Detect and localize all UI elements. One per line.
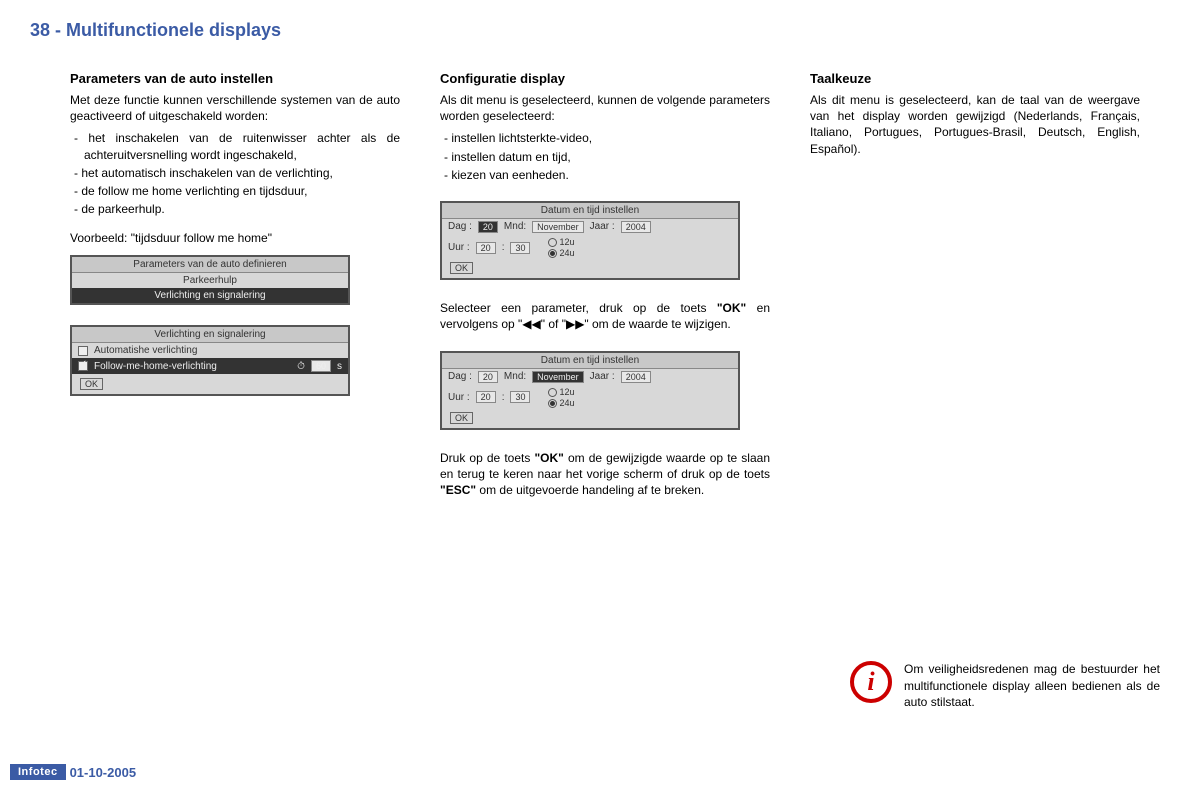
radio-12u-icon	[548, 238, 557, 247]
instr-ok-bold: "OK"	[717, 301, 746, 315]
radio-24u-icon	[548, 249, 557, 258]
uur-h: 20	[476, 391, 496, 403]
col1-intro: Met deze functie kunnen verschillende sy…	[70, 92, 400, 124]
footer-date: 01-10-2005	[70, 765, 137, 780]
mnd-label: Mnd:	[504, 221, 526, 232]
column-configuratie: Configuratie display Als dit menu is ges…	[440, 71, 770, 516]
list-item: het automatisch inschakelen van de verli…	[70, 165, 400, 181]
time-format-radios: 12u 24u	[548, 387, 574, 408]
page-title: 38 - Multifunctionele displays	[30, 20, 1170, 41]
radio-12u-label: 12u	[559, 387, 574, 397]
jaar-label: Jaar :	[590, 371, 615, 382]
radio-24u-label: 24u	[559, 398, 574, 408]
instruction-2: Druk op de toets "OK" om de gewijzigde w…	[440, 450, 770, 499]
radio-12u-label: 12u	[559, 237, 574, 247]
instruction-1: Selecteer een parameter, druk op de toet…	[440, 300, 770, 332]
lcd-title: Verlichting en signalering	[72, 327, 348, 343]
footer: Infotec 01-10-2005	[10, 764, 136, 780]
page-number: 38	[30, 20, 50, 40]
safety-text: Om veiligheidsredenen mag de bestuurder …	[904, 661, 1160, 710]
list-item: instellen lichtsterkte-video,	[440, 130, 770, 146]
lcd-row-verlichting-selected: Verlichting en signalering	[72, 288, 348, 303]
mnd-label: Mnd:	[504, 371, 526, 382]
list-item: kiezen van eenheden.	[440, 167, 770, 183]
jaar-value: 2004	[621, 221, 651, 233]
lcd-option-label: Follow-me-home-verlichting	[94, 361, 291, 372]
checkbox-checked-icon	[78, 361, 88, 371]
col1-list: het inschakelen van de ruitenwisser acht…	[70, 130, 400, 217]
lcd-date-row: Dag : 20 Mnd: November Jaar : 2004	[442, 219, 738, 235]
column-taalkeuze: Taalkeuze Als dit menu is geselecteerd, …	[810, 71, 1140, 516]
time-unit: s	[337, 361, 342, 372]
col3-text: Als dit menu is geselecteerd, kan de taa…	[810, 92, 1140, 157]
list-item: de parkeerhulp.	[70, 201, 400, 217]
col1-heading: Parameters van de auto instellen	[70, 71, 400, 86]
column-parameters: Parameters van de auto instellen Met dez…	[70, 71, 400, 516]
infotec-badge: Infotec	[10, 764, 66, 780]
clock-icon: ⏱	[297, 361, 305, 372]
lcd-time-row: Uur : 20:30 12u 24u	[442, 235, 738, 260]
col2-heading: Configuratie display	[440, 71, 770, 86]
lcd-datum-tijd-2: Datum en tijd instellen Dag : 20 Mnd: No…	[440, 351, 740, 430]
lcd-ok-row: OK	[72, 374, 348, 394]
uur-label: Uur :	[448, 392, 470, 403]
dag-value-selected: 20	[478, 221, 498, 233]
lcd-title: Datum en tijd instellen	[442, 203, 738, 219]
info-icon-letter: i	[867, 667, 874, 697]
list-item: instellen datum en tijd,	[440, 149, 770, 165]
instr-text: Druk op de toets	[440, 451, 534, 465]
example-label: Voorbeeld: "tijdsduur follow me home"	[70, 231, 400, 245]
content-columns: Parameters van de auto instellen Met dez…	[30, 71, 1170, 516]
instr-ok-bold: "OK"	[534, 451, 563, 465]
list-item: de follow me home verlichting en tijdsdu…	[70, 183, 400, 199]
col3-heading: Taalkeuze	[810, 71, 1140, 86]
instr-text: Selecteer een parameter, druk op de toet…	[440, 301, 717, 315]
col2-list: instellen lichtsterkte-video, instellen …	[440, 130, 770, 183]
mnd-value: November	[532, 221, 584, 233]
instr-esc-bold: "ESC"	[440, 483, 476, 497]
dag-label: Dag :	[448, 221, 472, 232]
radio-12u-icon	[548, 388, 557, 397]
radio-24u-icon	[548, 399, 557, 408]
instr-text: om de uitgevoerde handeling af te breken…	[476, 483, 704, 497]
ok-button: OK	[450, 262, 473, 274]
info-icon: i	[850, 661, 892, 703]
ok-button: OK	[80, 378, 103, 390]
time-value: 60	[311, 360, 331, 372]
radio-24u-label: 24u	[559, 248, 574, 258]
uur-h: 20	[476, 242, 496, 254]
lcd-title: Parameters van de auto definieren	[72, 257, 348, 273]
page-title-text: Multifunctionele displays	[66, 20, 281, 40]
uur-m: 30	[510, 391, 530, 403]
col2-intro: Als dit menu is geselecteerd, kunnen de …	[440, 92, 770, 124]
lcd-ok-row: OK	[442, 260, 738, 278]
lcd-ok-row: OK	[442, 410, 738, 428]
mnd-value-selected: November	[532, 371, 584, 383]
time-format-radios: 12u 24u	[548, 237, 574, 258]
lcd-row-parkeerhulp: Parkeerhulp	[72, 273, 348, 288]
checkbox-icon	[78, 346, 88, 356]
jaar-value: 2004	[621, 371, 651, 383]
lcd-date-row: Dag : 20 Mnd: November Jaar : 2004	[442, 369, 738, 385]
list-item: het inschakelen van de ruitenwisser acht…	[70, 130, 400, 162]
jaar-label: Jaar :	[590, 221, 615, 232]
lcd-row-auto-verlichting: Automatishe verlichting	[72, 343, 348, 358]
lcd-option-label: Automatishe verlichting	[94, 345, 197, 356]
uur-m: 30	[510, 242, 530, 254]
dag-label: Dag :	[448, 371, 472, 382]
safety-note: i Om veiligheidsredenen mag de bestuurde…	[850, 661, 1160, 710]
lcd-parameters-define: Parameters van de auto definieren Parkee…	[70, 255, 350, 305]
ok-button: OK	[450, 412, 473, 424]
dag-value: 20	[478, 371, 498, 383]
lcd-time-row: Uur : 20:30 12u 24u	[442, 385, 738, 410]
lcd-row-followmehome-selected: Follow-me-home-verlichting ⏱ 60 s	[72, 358, 348, 374]
uur-label: Uur :	[448, 242, 470, 253]
lcd-title: Datum en tijd instellen	[442, 353, 738, 369]
lcd-datum-tijd-1: Datum en tijd instellen Dag : 20 Mnd: No…	[440, 201, 740, 280]
lcd-verlichting-signalering: Verlichting en signalering Automatishe v…	[70, 325, 350, 396]
